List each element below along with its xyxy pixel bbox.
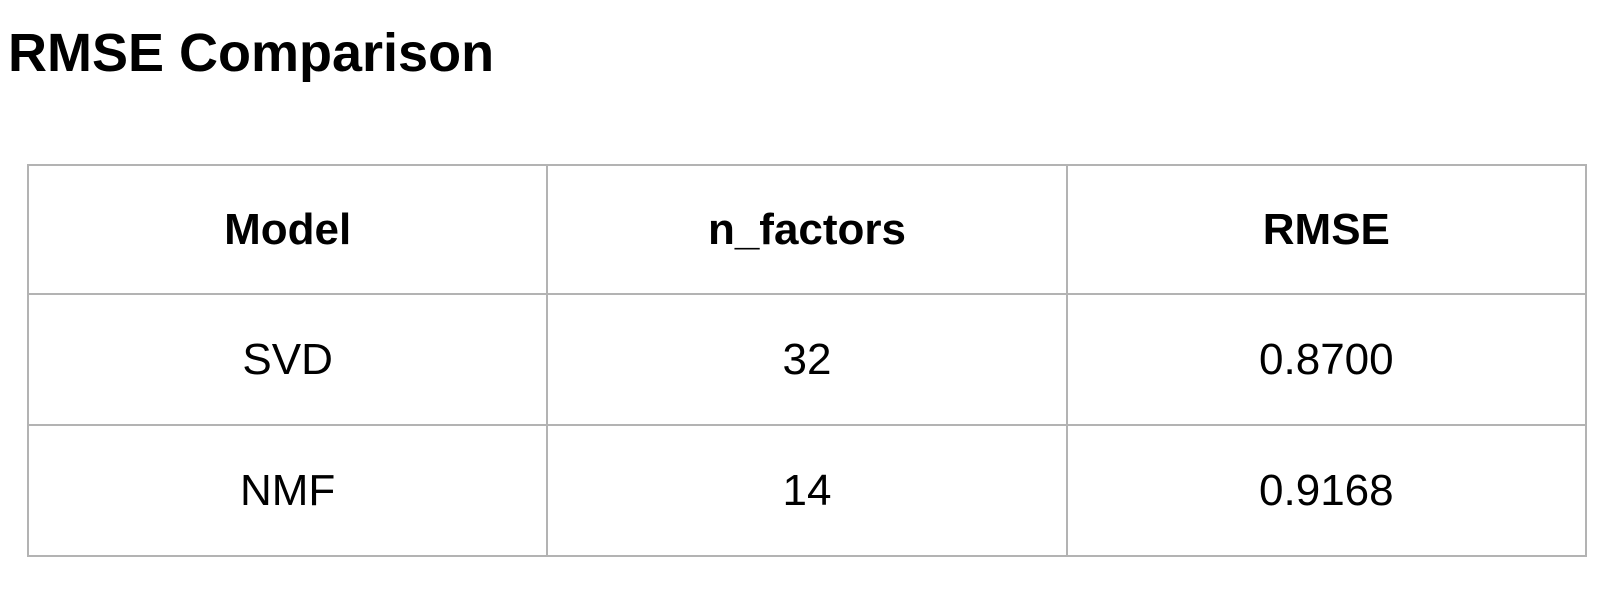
table-header-row: Model n_factors RMSE xyxy=(26,164,1588,295)
page-title: RMSE Comparison xyxy=(8,23,495,83)
table-row: SVD 32 0.8700 xyxy=(26,293,1588,426)
cell-n-factors: 32 xyxy=(546,293,1068,426)
column-header-rmse: RMSE xyxy=(1065,164,1588,295)
cell-model: NMF xyxy=(26,424,549,557)
column-header-model: Model xyxy=(26,164,549,295)
column-header-n-factors: n_factors xyxy=(546,164,1068,295)
cell-model: SVD xyxy=(26,293,549,426)
cell-rmse: 0.8700 xyxy=(1065,293,1588,426)
cell-rmse: 0.9168 xyxy=(1065,424,1588,557)
cell-n-factors: 14 xyxy=(546,424,1068,557)
table-row: NMF 14 0.9168 xyxy=(26,424,1588,557)
rmse-comparison-table: Model n_factors RMSE SVD 32 0.8700 NMF 1… xyxy=(26,164,1588,557)
